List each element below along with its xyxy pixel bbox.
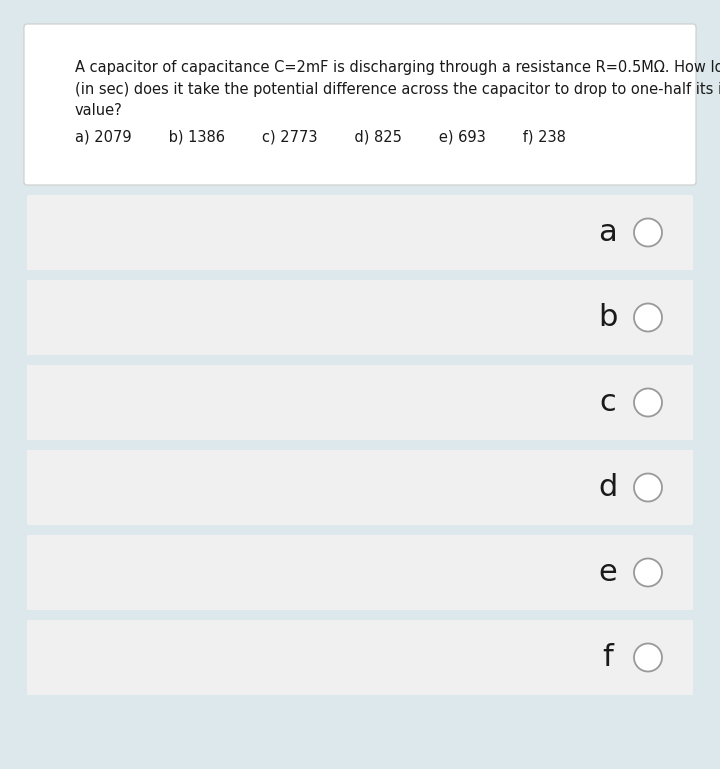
- Text: f: f: [603, 643, 613, 672]
- Text: c: c: [600, 388, 616, 417]
- FancyBboxPatch shape: [27, 280, 693, 355]
- Text: e: e: [598, 558, 617, 587]
- FancyBboxPatch shape: [24, 24, 696, 185]
- Text: b: b: [598, 303, 618, 332]
- FancyBboxPatch shape: [27, 195, 693, 270]
- Text: a) 2079        b) 1386        c) 2773        d) 825        e) 693        f) 238: a) 2079 b) 1386 c) 2773 d) 825 e) 693 f)…: [75, 130, 566, 145]
- FancyBboxPatch shape: [27, 535, 693, 610]
- Text: a: a: [598, 218, 617, 247]
- Circle shape: [634, 474, 662, 501]
- Circle shape: [634, 644, 662, 671]
- Text: d: d: [598, 473, 618, 502]
- Circle shape: [634, 388, 662, 417]
- FancyBboxPatch shape: [27, 450, 693, 525]
- Circle shape: [634, 218, 662, 247]
- Circle shape: [634, 558, 662, 587]
- FancyBboxPatch shape: [27, 620, 693, 695]
- FancyBboxPatch shape: [27, 365, 693, 440]
- Text: A capacitor of capacitance C=2mF is discharging through a resistance R=0.5MΩ. Ho: A capacitor of capacitance C=2mF is disc…: [75, 60, 720, 118]
- Circle shape: [634, 304, 662, 331]
